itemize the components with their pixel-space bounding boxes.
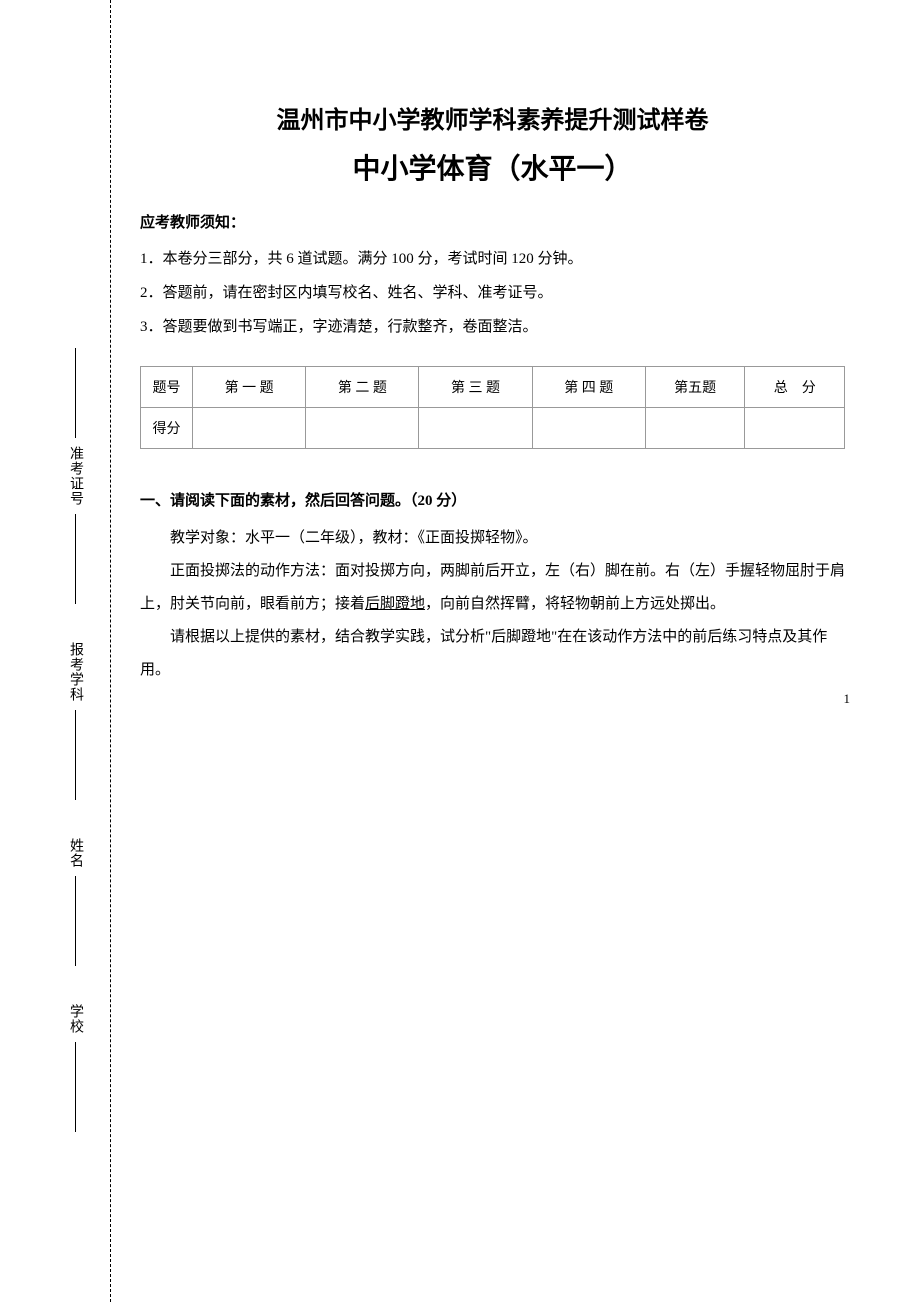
section-1-p1: 教学对象：水平一（二年级），教材：《正面投掷轻物》。: [140, 522, 845, 555]
col-header: 总 分: [745, 367, 845, 408]
col-header: 第五题: [645, 367, 745, 408]
school-label: 学校: [65, 1004, 85, 1034]
score-cell: [193, 408, 306, 449]
p2-part-b: ，向前自然挥臂，将轻物朝前上方远处掷出。: [425, 596, 725, 612]
fill-line: [75, 876, 76, 966]
subject-label: 报考学科: [65, 642, 85, 702]
subtitle: 中小学体育（水平一）: [140, 147, 845, 187]
notice-item: 3．答题要做到书写端正，字迹清楚，行款整齐，卷面整洁。: [140, 312, 845, 342]
fill-line: [75, 710, 76, 800]
notice-item: 1．本卷分三部分，共 6 道试题。满分 100 分，考试时间 120 分钟。: [140, 244, 845, 274]
exam-no-label: 准考证号: [65, 446, 85, 506]
label-block-subject: 报考学科: [65, 642, 85, 808]
page-content: 温州市中小学教师学科素养提升测试样卷 中小学体育（水平一） 应考教师须知： 1．…: [110, 0, 920, 737]
score-cell: [745, 408, 845, 449]
label-block-school: 学校: [65, 1004, 85, 1140]
score-table: 题号 第 一 题 第 二 题 第 三 题 第 四 题 第五题 总 分 得分: [140, 366, 845, 449]
score-cell: [532, 408, 645, 449]
fill-line: [75, 514, 76, 604]
table-score-row: 得分: [141, 408, 845, 449]
fill-line: [75, 1042, 76, 1132]
col-header: 第 一 题: [193, 367, 306, 408]
section-1-p2: 正面投掷法的动作方法：面对投掷方向，两脚前后开立，左（右）脚在前。右（左）手握轻…: [140, 555, 845, 621]
col-header: 第 三 题: [419, 367, 532, 408]
notice-item: 2．答题前，请在密封区内填写校名、姓名、学科、准考证号。: [140, 278, 845, 308]
label-block-exam-no: 准考证号: [65, 340, 85, 612]
col-header: 第 四 题: [532, 367, 645, 408]
score-cell: [645, 408, 745, 449]
name-label: 姓名: [65, 838, 85, 868]
main-title: 温州市中小学教师学科素养提升测试样卷: [140, 100, 845, 135]
section-1-title: 一、请阅读下面的素材，然后回答问题。（20 分）: [140, 489, 845, 510]
table-header-row: 题号 第 一 题 第 二 题 第 三 题 第 四 题 第五题 总 分: [141, 367, 845, 408]
section-1-p3: 请根据以上提供的素材，结合教学实践，试分析"后脚蹬地"在在该动作方法中的前后练习…: [140, 621, 845, 687]
fill-line: [75, 348, 76, 438]
col-header: 题号: [141, 367, 193, 408]
page-number: 1: [844, 691, 851, 707]
notice-heading: 应考教师须知：: [140, 211, 845, 232]
binding-area-labels: 准考证号 报考学科 姓名 学校: [60, 0, 90, 1302]
col-header: 第 二 题: [306, 367, 419, 408]
p2-underlined: 后脚蹬地: [365, 596, 425, 612]
score-cell: [419, 408, 532, 449]
score-cell: [306, 408, 419, 449]
label-block-name: 姓名: [65, 838, 85, 974]
row-label: 得分: [141, 408, 193, 449]
